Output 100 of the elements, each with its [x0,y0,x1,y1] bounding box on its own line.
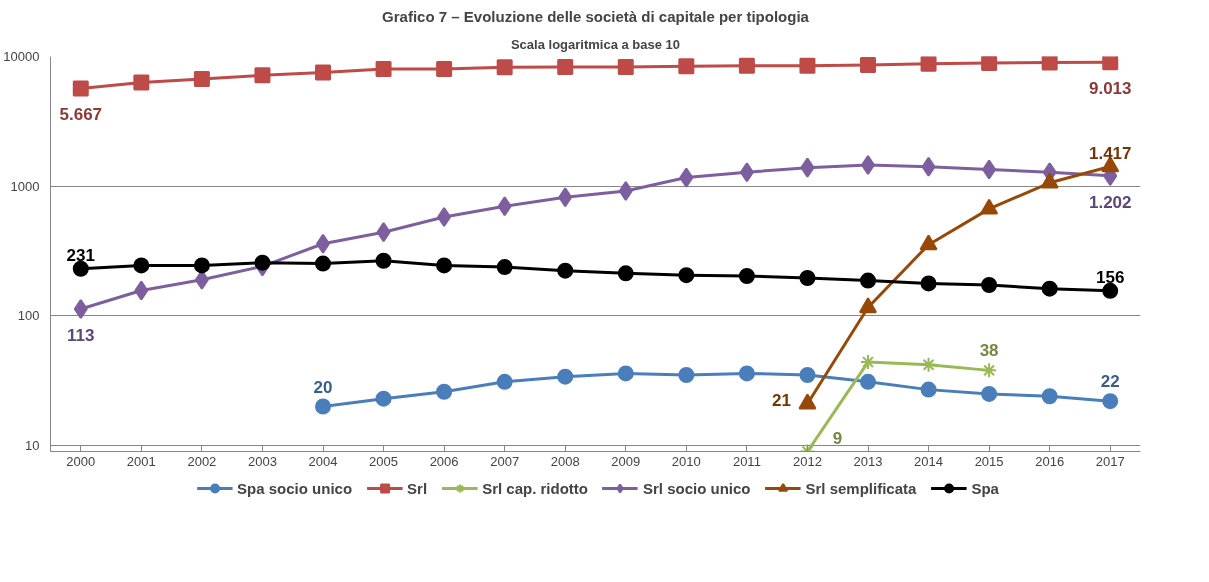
point [72,80,89,97]
point [557,58,574,75]
point [981,362,998,379]
point [557,368,574,385]
x-tick-label: 2016 [1035,453,1065,469]
x-tick-label: 2015 [974,453,1004,469]
point [557,262,574,279]
data-label: 21 [771,390,791,410]
point [678,58,695,75]
legend-label: Srl semplificata [805,479,917,497]
y-tick-label: 10 [25,438,40,454]
point [254,254,271,271]
point [496,259,513,276]
point [860,56,876,73]
legend-label: Spa [971,479,999,497]
legend-label: Spa socio unico [237,479,353,497]
point [558,187,573,208]
point [375,390,392,407]
x-tick-label: 2008 [550,453,580,469]
x-tick-label: 2002 [187,453,217,469]
point [617,265,634,282]
point [678,367,695,383]
legend-label: Srl socio unico [642,479,751,497]
point [738,57,755,74]
point [315,255,331,272]
point [133,74,150,91]
point [981,385,998,402]
x-tick-label: 2005 [369,453,399,469]
point [497,196,512,217]
x-tick-label: 2009 [611,453,641,469]
point [920,275,937,292]
point [1102,393,1119,410]
data-label: 5.667 [59,105,103,125]
data-label: 20 [313,377,333,397]
point [254,67,271,84]
x-tick-label: 2012 [792,453,822,469]
point [73,298,88,319]
point [679,167,694,188]
point [1102,56,1119,71]
point [981,56,998,72]
data-label: 156 [1096,267,1125,287]
point [739,162,754,183]
legend-label: Srl cap. ridotto [482,479,588,497]
x-tick-label: 2004 [308,453,338,469]
y-tick-label: 100 [17,308,40,324]
point [799,57,816,74]
point [738,268,755,284]
point [496,373,513,390]
y-tick-label: 1000 [10,178,40,194]
x-tick-label: 2011 [732,453,761,469]
point [375,61,392,78]
legend-label: Srl [407,479,428,497]
data-label: 231 [66,245,95,265]
point [436,61,453,78]
data-label: 9 [832,428,843,448]
x-tick-label: 2017 [1095,453,1125,469]
chart-subtitle: Scala logaritmica a base 10 [510,36,681,52]
point [859,297,877,314]
point [799,367,816,383]
point [1041,56,1058,71]
point [376,222,391,243]
data-label: 1.202 [1088,192,1132,212]
point [617,58,634,75]
point [860,272,876,289]
point [1102,282,1119,299]
x-tick-label: 2001 [126,453,156,469]
x-tick-label: 2000 [66,453,96,469]
x-tick-label: 2010 [671,453,701,469]
x-tick-label: 2003 [247,453,277,469]
point [315,398,331,415]
data-label: 1.417 [1088,143,1132,163]
point [72,260,89,277]
point [618,180,633,201]
x-tick-label: 2013 [853,453,883,469]
point [375,252,392,269]
point [920,381,937,398]
point [1041,280,1058,297]
point [436,257,453,274]
point [981,277,998,293]
point [678,267,695,284]
point [315,64,331,81]
data-label: 22 [1100,372,1120,392]
point [193,71,210,88]
x-tick-label: 2014 [914,453,944,469]
data-label: 113 [67,325,95,345]
point [436,383,453,400]
x-tick-label: 2007 [490,453,520,469]
y-tick-label: 10000 [3,49,40,64]
point [496,59,513,76]
point [860,354,876,371]
point [1041,388,1058,405]
point [920,56,937,72]
point [738,365,755,382]
data-label: 38 [979,341,999,361]
point [800,157,815,178]
point [617,365,634,382]
point [133,257,150,274]
point [193,257,210,274]
point [982,159,997,180]
point [134,280,149,301]
